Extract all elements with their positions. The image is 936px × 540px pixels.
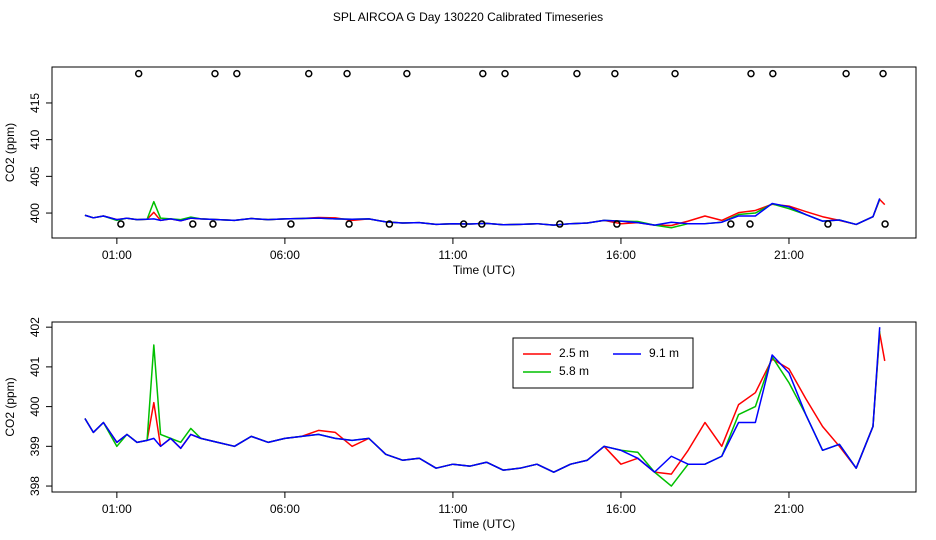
flag-point	[304, 69, 313, 78]
x-tick-label: 11:00	[438, 248, 467, 262]
flag-point	[209, 220, 217, 228]
flag-point	[556, 220, 564, 228]
y-tick-label: 400	[28, 396, 42, 416]
flag-point	[459, 220, 468, 228]
y-tick-label: 400	[28, 203, 42, 223]
flag-point	[746, 220, 754, 228]
flag-point	[611, 69, 619, 78]
x-tick-label: 21:00	[774, 502, 804, 516]
flag-point	[824, 220, 832, 228]
plot-frame	[51, 66, 917, 239]
y-axis-label: CO2 (ppm)	[3, 123, 17, 182]
flag-point	[727, 220, 735, 228]
series-line	[84, 198, 881, 226]
flag-point	[479, 69, 487, 78]
flag-point	[769, 69, 777, 78]
flag-point	[478, 220, 486, 228]
flag-point	[385, 220, 394, 228]
flag-point	[747, 69, 755, 78]
flag-point	[501, 69, 509, 78]
flag-point	[842, 69, 850, 78]
legend-frame	[512, 337, 694, 389]
y-tick-label: 405	[28, 166, 42, 186]
flag-point	[117, 220, 125, 228]
x-tick-label: 06:00	[270, 248, 300, 262]
flag-point	[573, 69, 581, 78]
x-tick-label: 21:00	[774, 248, 804, 262]
flag-point	[671, 69, 679, 78]
flag-point	[211, 69, 219, 78]
x-tick-label: 01:00	[102, 248, 132, 262]
flag-point	[403, 69, 411, 78]
series-line	[84, 327, 881, 473]
flag-point	[233, 69, 241, 78]
x-axis-label: Time (UTC)	[453, 263, 515, 277]
flag-point	[881, 220, 889, 228]
flag-point	[287, 220, 295, 228]
flag-point	[879, 69, 887, 78]
flag-point	[134, 69, 143, 78]
x-tick-label: 11:00	[438, 502, 467, 516]
x-axis-label: Time (UTC)	[453, 517, 515, 531]
legend-label: 9.1 m	[649, 346, 679, 360]
y-tick-label: 401	[28, 357, 42, 377]
y-tick-label: 415	[28, 93, 42, 113]
y-axis-label: CO2 (ppm)	[3, 377, 17, 436]
x-tick-label: 16:00	[606, 248, 636, 262]
y-tick-label: 398	[28, 476, 42, 496]
y-tick-label: 402	[28, 317, 42, 337]
panel: 398 399 400 401 402 01:00 06:00 11:00 16:00 21:00…	[3, 317, 917, 531]
flag-point	[345, 220, 353, 228]
x-tick-label: 01:00	[102, 502, 132, 516]
figure-title: SPL AIRCOA G Day 130220 Calibrated Times…	[333, 10, 603, 24]
flag-point	[613, 220, 621, 228]
flag-point	[343, 69, 351, 78]
x-tick-label: 16:00	[606, 502, 636, 516]
legend-label: 5.8 m	[559, 364, 589, 378]
x-tick-label: 06:00	[270, 502, 300, 516]
legend-label: 2.5 m	[559, 346, 589, 360]
flag-point	[189, 220, 197, 228]
y-tick-label: 399	[28, 436, 42, 456]
y-tick-label: 410	[28, 129, 42, 149]
panel: 400 405 410 415 01:00 06:00 11:00 16:00 21:00 Tim…	[3, 66, 917, 277]
